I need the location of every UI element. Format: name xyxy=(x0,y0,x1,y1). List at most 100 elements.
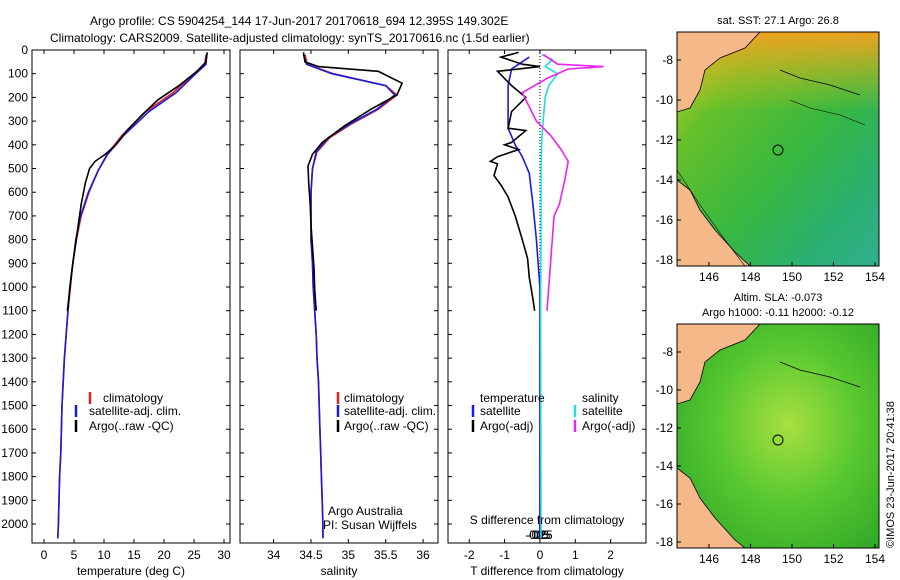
y-tick-label: 800 xyxy=(8,233,28,247)
sla-map-frame xyxy=(676,323,880,549)
y-tick-label: 100 xyxy=(8,67,28,81)
y-tick-label: 1100 xyxy=(2,304,28,318)
x-tick-label: 0 xyxy=(41,548,48,562)
legend-title-salinity: salinity xyxy=(582,391,619,405)
sst-map-title: sat. SST: 27.1 Argo: 26.8 xyxy=(717,15,839,27)
lat-tick-label: -16 xyxy=(656,497,674,511)
legend-label-climatology: climatology xyxy=(103,391,163,405)
shelf-contour xyxy=(677,169,746,266)
y-tick-label: 1400 xyxy=(1,375,28,389)
header-line-1: Argo profile: CS 5904254_144 17-Jun-2017… xyxy=(90,14,508,28)
credit-institution: Argo Australia xyxy=(328,504,403,518)
legend-label-satellite: satellite-adj. clim. xyxy=(344,404,436,418)
sst-map xyxy=(677,32,879,266)
x-tick-label: 5 xyxy=(71,548,78,562)
t-difference-axis-label: T difference from climatology xyxy=(470,564,624,578)
argo-location-marker xyxy=(772,144,784,156)
x-tick-label: 15 xyxy=(127,548,141,562)
lon-tick-label: 152 xyxy=(823,270,843,284)
lon-tick-label: 146 xyxy=(699,270,719,284)
y-tick-label: 1300 xyxy=(1,351,28,365)
lat-tick-label: -18 xyxy=(656,253,674,267)
sla-map-title-2: Argo h1000: -0.11 h2000: -0.12 xyxy=(702,307,854,319)
sst-map-frame xyxy=(676,31,880,267)
series-line-argo-raw-qc- xyxy=(66,52,208,311)
y-tick-label: 400 xyxy=(8,138,28,152)
x-tick-label: 20 xyxy=(157,548,171,562)
s-difference-axis-label: S difference from climatology xyxy=(470,513,625,527)
lon-tick-label: 148 xyxy=(740,552,760,566)
y-tick-label: 1700 xyxy=(1,446,28,460)
x-tick-label-s: 0.5 xyxy=(534,528,551,542)
x-tick-label: 2 xyxy=(607,548,614,562)
x-tick-label: 25 xyxy=(187,548,201,562)
salinity-axis-label: salinity xyxy=(321,564,358,578)
reef-contour xyxy=(789,99,866,126)
x-tick-label: -2 xyxy=(464,548,475,562)
x-tick-label-s: -0.5 xyxy=(528,528,549,542)
y-tick-label: 300 xyxy=(8,114,28,128)
salinity-lines xyxy=(302,52,404,539)
argo-location-marker xyxy=(772,434,784,446)
difference-panel-frame xyxy=(447,49,647,544)
salinity-x-axis: 34 34.5 35 35.5 36 xyxy=(267,50,430,562)
x-tick-label: 35 xyxy=(342,548,356,562)
y-tick-label: 1600 xyxy=(1,422,28,436)
lat-tick-label: -14 xyxy=(656,173,674,187)
x-tick-label: 35.5 xyxy=(374,548,398,562)
lon-tick-label: 154 xyxy=(865,552,885,566)
legend-label-s-argo: Argo(-adj) xyxy=(582,419,635,433)
y-tick-label: 1200 xyxy=(1,327,28,341)
series-line-temperature-argo-adj- xyxy=(488,51,541,311)
sla-map xyxy=(677,324,879,548)
legend-title-temperature: temperature xyxy=(480,391,545,405)
x-tick-label: -1 xyxy=(499,548,510,562)
temperature-axis-label: temperature (deg C) xyxy=(77,564,185,578)
lon-tick-label: 150 xyxy=(782,552,802,566)
y-tick-label: 1500 xyxy=(1,399,28,413)
land-papua-new-guinea xyxy=(677,32,761,113)
y-tick-label: 900 xyxy=(8,256,28,270)
y-tick-label: 1000 xyxy=(1,280,28,294)
x-tick-label: 1 xyxy=(572,548,579,562)
series-line-salinity-argo-adj- xyxy=(521,54,604,311)
lat-tick-label: -16 xyxy=(656,213,674,227)
y-tick-label: 200 xyxy=(8,90,28,104)
y-tick-label: 1900 xyxy=(1,493,28,507)
y-tick-label: 600 xyxy=(8,185,28,199)
legend-label-satellite: satellite-adj. clim. xyxy=(89,404,181,418)
island-chain xyxy=(779,69,861,96)
x-tick-label: 34.5 xyxy=(299,548,323,562)
y-tick-label: 700 xyxy=(8,209,28,223)
temperature-legend: climatology satellite-adj. clim. Argo(..… xyxy=(74,391,181,433)
legend-label-s-satellite: satellite xyxy=(582,404,623,418)
x-tick-label-s: -0.25 xyxy=(525,528,553,542)
legend-label-argo: Argo(..raw -QC) xyxy=(89,419,174,433)
lat-tick-label: -10 xyxy=(656,383,674,397)
legend-label-t-argo: Argo(-adj) xyxy=(480,419,533,433)
salinity-panel-frame xyxy=(239,49,439,544)
sst-map-axes: 146 148 150 152 154 -8 -10 -12 -14 -16 -18 xyxy=(656,53,886,284)
y-tick-label: 1800 xyxy=(1,470,28,484)
lon-tick-label: 152 xyxy=(823,552,843,566)
lon-tick-label: 148 xyxy=(740,270,760,284)
temperature-x-axis: 0 5 10 15 20 25 30 xyxy=(41,50,231,562)
temperature-panel-frame xyxy=(31,49,231,544)
sla-map-title-1: Altim. SLA: -0.073 xyxy=(734,292,823,304)
series-line-argo-raw-qc- xyxy=(302,52,404,311)
land-australia xyxy=(677,467,746,548)
depth-axis: 0 100 200 300 400 500 600 700 800 900 1000 1100 1200… xyxy=(1,43,646,531)
lat-tick-label: -12 xyxy=(656,133,674,147)
credit-pi: PI: Susan Wijffels xyxy=(323,518,417,532)
series-line-climatology xyxy=(304,54,399,539)
lon-tick-label: 150 xyxy=(782,270,802,284)
lat-tick-label: -12 xyxy=(656,421,674,435)
x-tick-label: 30 xyxy=(217,548,231,562)
legend-label-climatology: climatology xyxy=(344,391,404,405)
x-tick-label: 10 xyxy=(97,548,111,562)
lat-tick-label: -18 xyxy=(656,535,674,549)
x-tick-label: 34 xyxy=(267,548,281,562)
y-tick-label: 500 xyxy=(8,162,28,176)
